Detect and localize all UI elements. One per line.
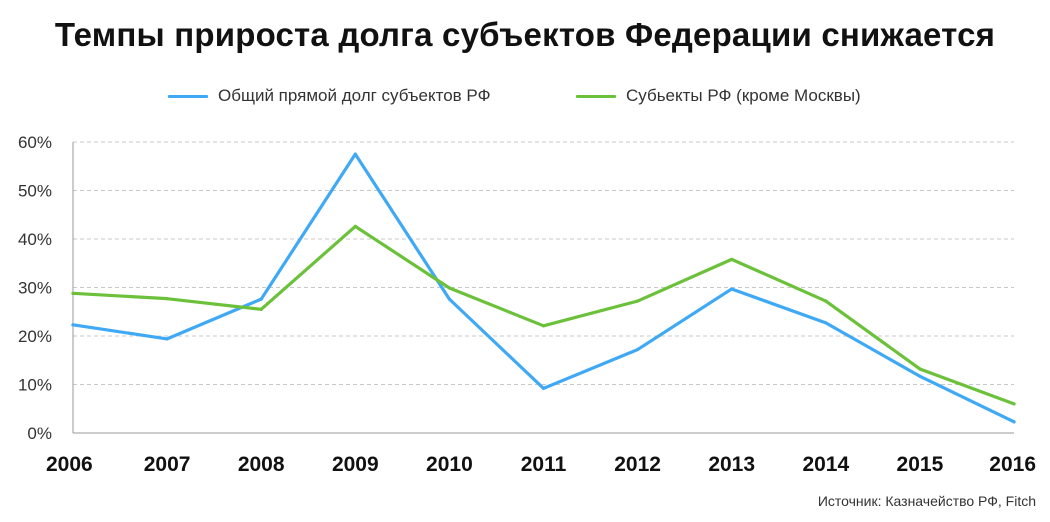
- x-axis-ticks: 2006 2007 2008 2009 2010 2011 2012 2013 2014 2015…: [46, 453, 1036, 476]
- series-1: [71, 224, 1016, 406]
- line-chart: 0% 10% 20% 30% 40% 50% 60% 2006 2007 2008 2009 2010…: [18, 133, 1036, 476]
- x-tick-label: 2009: [332, 453, 379, 476]
- x-tick-label: 2008: [238, 453, 285, 476]
- data-point: [824, 321, 828, 325]
- source-note: Источник: Казначейство РФ, Fitch: [817, 493, 1036, 509]
- x-tick-label: 2011: [521, 453, 567, 476]
- data-point: [353, 224, 357, 228]
- x-tick-label: 2006: [46, 453, 93, 476]
- data-point: [824, 299, 828, 303]
- legend-item-total-debt: Общий прямой долг субъектов РФ: [168, 84, 491, 108]
- legend-swatch-regions-excl-moscow: [576, 94, 616, 98]
- data-point: [918, 374, 922, 378]
- data-point: [918, 367, 922, 371]
- data-point: [636, 347, 640, 352]
- data-point: [165, 297, 169, 301]
- x-tick-label: 2015: [897, 453, 944, 476]
- data-point: [71, 323, 75, 327]
- series-line: [71, 224, 1016, 406]
- gridlines: [73, 141, 1014, 385]
- x-tick-label: 2014: [802, 453, 849, 476]
- data-point: [1012, 402, 1016, 406]
- series-0: [71, 152, 1016, 424]
- y-tick-label: 50%: [18, 182, 52, 201]
- y-axis-ticks: 0% 10% 20% 30% 40% 50% 60%: [18, 133, 52, 443]
- chart-legend: Общий прямой долг субъектов РФ Субьекты …: [0, 84, 1050, 108]
- chart-title: Темпы прироста долга субъектов Федерации…: [54, 16, 996, 53]
- x-tick-label: 2010: [426, 453, 473, 476]
- x-tick-label: 2012: [614, 453, 661, 476]
- legend-label-regions-excl-moscow: Субьекты РФ (кроме Москвы): [626, 86, 861, 105]
- y-tick-label: 20%: [18, 327, 52, 346]
- data-point: [730, 257, 734, 261]
- legend-label-total-debt: Общий прямой долг субъектов РФ: [218, 86, 491, 105]
- data-point: [1012, 420, 1016, 424]
- legend-swatch-total-debt: [168, 94, 208, 98]
- data-point: [541, 324, 546, 328]
- data-point: [259, 297, 263, 301]
- data-point: [730, 287, 734, 291]
- y-tick-label: 40%: [18, 230, 52, 249]
- data-point: [165, 337, 169, 341]
- x-tick-label: 2007: [144, 453, 191, 476]
- x-tick-label: 2016: [989, 453, 1036, 476]
- y-tick-label: 10%: [18, 376, 52, 395]
- data-point: [259, 307, 263, 311]
- data-point: [541, 386, 546, 390]
- data-point: [447, 297, 451, 301]
- legend-item-regions-excl-moscow: Субьекты РФ (кроме Москвы): [576, 84, 861, 108]
- y-tick-label: 60%: [18, 133, 52, 152]
- x-tick-label: 2013: [708, 453, 755, 476]
- chart-area: 0% 10% 20% 30% 40% 50% 60% 2006 2007 2008 2009 2010…: [0, 120, 1050, 480]
- data-point: [447, 286, 451, 290]
- y-tick-label: 0%: [27, 424, 52, 443]
- y-tick-label: 30%: [18, 279, 52, 298]
- data-point: [636, 299, 640, 303]
- data-point: [71, 291, 75, 295]
- data-point: [353, 152, 357, 156]
